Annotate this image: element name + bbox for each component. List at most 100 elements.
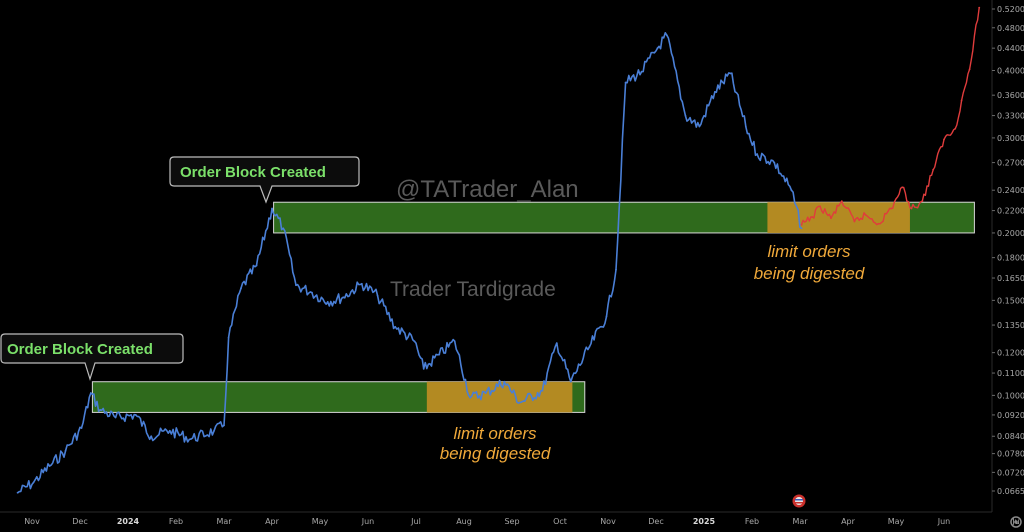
x-tick-label: Apr [841,517,856,526]
y-tick-label: 0.3600 [997,91,1024,100]
y-tick-label: 0.2400 [997,186,1024,195]
x-tick-label: May [888,517,905,526]
y-tick-label: 0.1800 [997,254,1024,263]
y-tick-label: 0.4000 [997,66,1024,75]
annotation-upper: limit orders being digested [754,242,865,283]
price-point [684,114,687,117]
price-point [800,227,803,230]
x-tick-label: Jun [937,517,951,526]
x-tick-label: 2024 [117,517,140,526]
x-tick-label: Feb [169,517,183,526]
x-tick-label: Dec [648,517,663,526]
x-tick-label: Oct [553,517,567,526]
watermark-handle: @TATrader_Alan [396,176,579,203]
price-point [569,380,572,383]
x-tick-label: Mar [216,517,232,526]
price-point [311,291,313,294]
price-point [656,47,659,50]
x-tick-label: May [312,517,329,526]
x-tick-label: Aug [456,517,472,526]
price-point [484,392,487,394]
price-point [503,380,506,383]
y-tick-label: 0.1350 [997,321,1024,330]
price-point [213,429,215,432]
digestion-zone [767,202,910,233]
projection-point [921,200,924,203]
price-point [271,207,273,210]
price-point [134,414,137,416]
y-tick-label: 0.2000 [997,229,1024,238]
y-tick-label: 0.1500 [997,296,1024,305]
gear-icon[interactable] [1010,516,1022,528]
price-point [624,81,627,84]
digestion-zone [426,381,573,413]
projection-point [840,200,843,203]
price-point [89,392,92,394]
projection-point [954,127,957,130]
price-point [790,189,793,192]
y-tick-label: 0.4800 [997,24,1024,33]
price-point [240,287,242,290]
price-point [729,72,732,75]
price-point [99,408,102,411]
price-point [605,315,608,318]
price-point [469,396,472,399]
x-tick-label: Nov [600,517,616,526]
projection-point [978,6,981,9]
price-point [326,301,329,303]
price-point [588,345,591,348]
price-point [698,125,701,128]
price-point [773,161,776,164]
y-tick-label: 0.4400 [997,44,1024,53]
y-tick-label: 0.2700 [997,159,1024,168]
x-tick-label: Dec [72,517,87,526]
price-point [150,435,153,438]
y-tick-label: 0.3000 [997,134,1024,143]
price-point [422,367,425,370]
price-point [640,70,643,73]
x-tick-label: Nov [24,517,40,526]
price-point [48,465,51,467]
watermarks-layer: @TATrader_Alan Trader Tardigrade [390,176,579,301]
price-point [189,438,192,440]
annotation-line: being digested [754,264,865,283]
projection-point [960,99,963,102]
series-layer [16,6,981,494]
price-point [756,153,759,155]
price-point [32,481,35,484]
callout-box [169,156,360,204]
x-tick-label: Jun [361,517,375,526]
projection-point [932,168,935,171]
price-point [413,340,416,343]
projection-point [800,223,803,226]
projection-point [877,222,880,225]
projection-point [830,217,832,220]
price-point [16,491,19,494]
projection-point [819,205,822,208]
projection-point [853,220,856,223]
price-point [555,342,558,344]
y-tick-label: 0.0840 [997,432,1024,441]
y-tick-label: 0.0780 [997,450,1024,459]
y-tick-label: 0.0720 [997,468,1024,477]
price-point [360,282,363,285]
x-tick-label: Jul [410,517,421,526]
watermark-name: Trader Tardigrade [390,278,556,301]
price-point [376,294,379,297]
y-tick-label: 0.2200 [997,207,1024,216]
callout-text: Order Block Created [180,164,326,181]
callout-box [0,333,184,382]
price-point [519,401,521,404]
projection-point [943,138,945,141]
projection-point [901,186,904,189]
price-point [295,284,297,287]
y-tick-label: 0.1100 [997,369,1024,378]
x-tick-label: Feb [745,517,759,526]
projection-point [864,214,867,216]
x-tick-label: 2025 [693,517,716,526]
annotation-lower: limit orders being digested [440,424,551,463]
price-point [744,125,747,128]
y-tick-label: 0.1200 [997,349,1024,358]
price-point [255,264,258,267]
flag-icon [792,494,806,508]
